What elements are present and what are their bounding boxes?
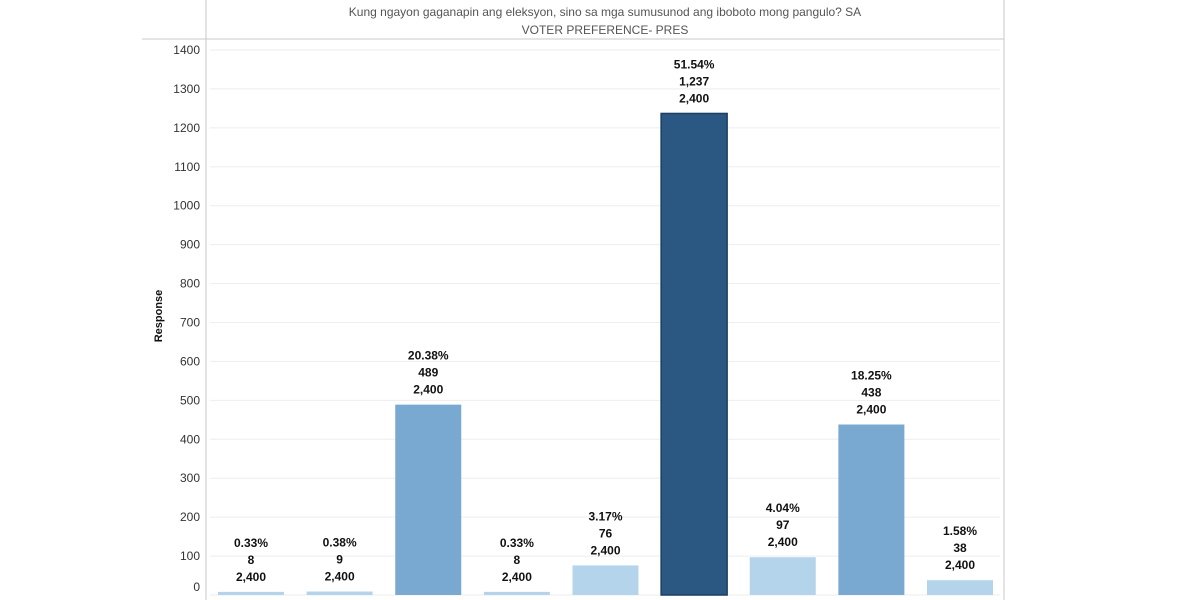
bar-count-label: 97 <box>776 518 790 532</box>
bar <box>395 404 462 595</box>
bar-count-label: 8 <box>248 553 255 567</box>
y-tick-label: 600 <box>180 354 200 368</box>
y-tick-label: 900 <box>180 238 200 252</box>
bar-percent-label: 0.33% <box>234 536 268 550</box>
chart-subtitle: VOTER PREFERENCE- PRES <box>522 23 689 37</box>
chart-title: Kung ngayon gaganapin ang eleksyon, sino… <box>349 5 861 19</box>
bar-total-label: 2,400 <box>945 558 975 572</box>
bar-percent-label: 4.04% <box>766 501 800 515</box>
bar-total-label: 2,400 <box>236 570 266 584</box>
y-tick-label: 700 <box>180 316 200 330</box>
y-tick-label: 1000 <box>173 199 200 213</box>
bar-percent-label: 1.58% <box>943 524 977 538</box>
y-tick-label: 1200 <box>173 121 200 135</box>
bar <box>660 112 728 596</box>
bar <box>218 591 284 595</box>
bar-total-label: 2,400 <box>768 535 798 549</box>
gridlines <box>210 49 1000 596</box>
bar-percent-label: 0.38% <box>323 535 357 549</box>
bar-count-label: 8 <box>514 553 521 567</box>
bar-percent-label: 18.25% <box>851 368 892 382</box>
bar-total-label: 2,400 <box>590 543 620 557</box>
bar-percent-label: 3.17% <box>588 509 622 523</box>
bar-count-label: 489 <box>418 366 438 380</box>
y-tick-label: 800 <box>180 277 200 291</box>
data-labels: 0.33% 8 2,400 0.38% 9 2,400 20.38% 489 2,400 0.33… <box>234 57 977 583</box>
y-tick-label: 1100 <box>174 160 200 174</box>
bar-total-label: 2,400 <box>325 569 355 583</box>
bar-count-label: 438 <box>861 385 881 399</box>
y-tick-label: 200 <box>180 510 200 524</box>
bar-total-label: 2,400 <box>679 91 709 105</box>
bar-count-label: 1,237 <box>679 74 709 88</box>
bar-total-label: 2,400 <box>502 570 532 584</box>
y-tick-label: 1400 <box>173 43 200 57</box>
bar-percent-label: 20.38% <box>408 349 449 363</box>
y-tick-label: 500 <box>180 393 200 407</box>
bar-count-label: 38 <box>953 541 967 555</box>
bar <box>838 424 905 595</box>
bar <box>483 591 550 595</box>
bar-total-label: 2,400 <box>856 402 886 416</box>
y-tick-label: 0 <box>193 580 200 594</box>
bar <box>749 557 816 595</box>
bars <box>218 112 993 596</box>
y-axis-ticks: 0 100 200 300 400 500 600 700 800 900 1000 1100 1200… <box>173 43 200 594</box>
y-tick-label: 1300 <box>173 82 200 96</box>
bar <box>927 580 993 595</box>
y-tick-label: 400 <box>180 432 200 446</box>
y-tick-label: 100 <box>180 549 200 563</box>
bar-count-label: 9 <box>336 552 343 566</box>
bar <box>572 565 639 595</box>
bar-percent-label: 0.33% <box>500 536 534 550</box>
bar-count-label: 76 <box>599 526 613 540</box>
y-axis-label: Response <box>153 290 165 343</box>
bar-total-label: 2,400 <box>413 383 443 397</box>
bar <box>306 591 373 595</box>
y-tick-label: 300 <box>180 471 200 485</box>
bar-percent-label: 51.54% <box>674 57 715 71</box>
